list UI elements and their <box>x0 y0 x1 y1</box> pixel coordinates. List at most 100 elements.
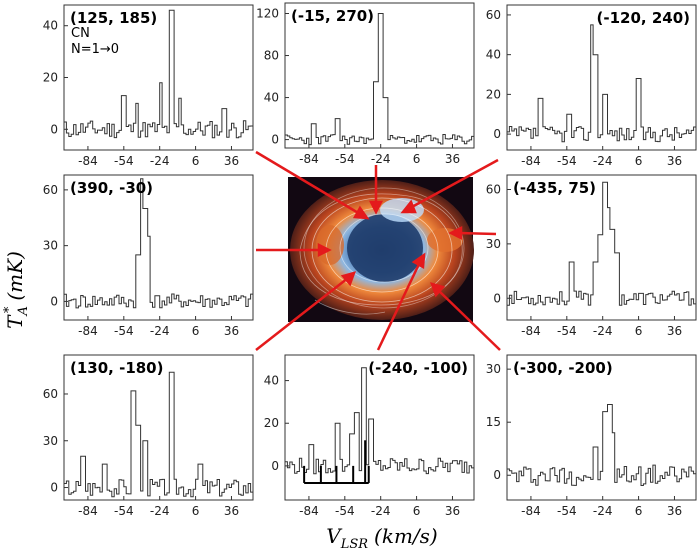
x-tick-label: 6 <box>413 152 421 166</box>
panel-p2: -84 -54 -24 6 36 0 40 80 120 (-15, 270) <box>256 2 475 166</box>
y-tick-label: 60 <box>486 183 501 197</box>
x-tick-label: -54 <box>114 504 134 518</box>
y-tick-label: 30 <box>43 239 58 253</box>
x-tick-label: 6 <box>413 504 421 518</box>
y-tick-label: 40 <box>43 19 58 33</box>
x-axis-title-sub: LSR <box>340 537 369 551</box>
svg-text:TA*(mK): TA* (mK) <box>2 251 31 329</box>
spectrum-line <box>285 13 474 146</box>
x-tick-label: 36 <box>667 154 682 168</box>
y-tick-label: 30 <box>486 362 501 376</box>
y-tick-label: 40 <box>264 91 279 105</box>
x-tick-label: 6 <box>635 324 643 338</box>
x-tick-label: -84 <box>78 154 98 168</box>
y-tick-label: 80 <box>264 49 279 63</box>
panel-p3: -84 -54 -24 6 36 0 20 40 60 (-120, 240) <box>486 4 697 168</box>
y-tick-label: 0 <box>493 468 501 482</box>
y-axis-title: TA* (mK) <box>2 251 31 329</box>
x-tick-label: -24 <box>150 504 170 518</box>
y-tick-label: 20 <box>486 87 501 101</box>
panel-title: (125, 185) <box>70 9 157 27</box>
x-tick-label: -24 <box>593 154 613 168</box>
panel-p1: -84 -54 -24 6 36 0 20 40 (125, 185) <box>43 4 254 168</box>
spectrum-line <box>507 404 696 486</box>
x-tick-label: -24 <box>593 504 613 518</box>
x-tick-label: -84 <box>78 504 98 518</box>
arrow-p1 <box>255 150 361 216</box>
x-tick-label: -54 <box>114 324 134 338</box>
x-tick-label: -54 <box>557 324 577 338</box>
molecule-label: CN <box>71 26 90 41</box>
panel-title: (-240, -100) <box>368 359 468 377</box>
y-axis-title-sub: A <box>16 306 31 316</box>
y-axis-title-main: T <box>3 314 27 329</box>
panel-frame <box>284 354 475 501</box>
spectrum-line <box>64 371 253 498</box>
x-axis-title: VLSR (km/s) <box>326 524 437 551</box>
x-tick-label: -24 <box>371 152 391 166</box>
x-tick-label: 36 <box>224 324 239 338</box>
y-tick-label: 40 <box>486 48 501 62</box>
y-tick-label: 60 <box>43 183 58 197</box>
arrow-p3 <box>409 158 499 210</box>
x-axis-title-main: V <box>326 524 343 548</box>
spectrum-line <box>285 367 474 475</box>
panel-title: (130, -180) <box>70 359 163 377</box>
y-tick-label: 0 <box>493 127 501 141</box>
arrowhead-p4 <box>317 242 332 258</box>
panel-title: (-435, 75) <box>513 179 596 197</box>
x-tick-label: -24 <box>593 324 613 338</box>
x-axis-title-unit: (km/s) <box>374 524 438 548</box>
panel-title: (-300, -200) <box>513 359 613 377</box>
x-tick-label: -84 <box>78 324 98 338</box>
x-tick-label: -24 <box>150 154 170 168</box>
panel-p7: -84 -54 -24 6 36 0 20 40 (-240, -100) <box>264 354 475 518</box>
spectrum-line <box>64 9 253 139</box>
arrow-p7 <box>376 261 422 351</box>
x-tick-label: -84 <box>299 504 319 518</box>
y-tick-label: 20 <box>264 416 279 430</box>
spectrum-panels: -84 -54 -24 6 36 0 20 40 (125, 185) -84 -54 -24 6 36 0… <box>43 2 697 518</box>
arrowhead-p6 <box>340 271 356 287</box>
x-tick-label: 36 <box>224 154 239 168</box>
transition-label: N=1→0 <box>71 42 119 57</box>
x-tick-label: -54 <box>114 154 134 168</box>
y-tick-label: 15 <box>486 415 501 429</box>
x-tick-label: 36 <box>445 504 460 518</box>
panel-frame <box>63 354 254 501</box>
arrow-p6 <box>255 277 349 351</box>
panel-title: (390, -30) <box>70 179 153 197</box>
arrowhead-p7 <box>411 252 426 270</box>
panel-p8: -84 -54 -24 6 36 0 15 30 (-300, -200) <box>486 354 697 518</box>
y-tick-label: 0 <box>493 291 501 305</box>
y-axis-title-sup: * <box>2 306 17 313</box>
y-tick-label: 0 <box>271 133 279 147</box>
x-tick-label: 36 <box>224 504 239 518</box>
y-tick-label: 30 <box>486 237 501 251</box>
x-tick-label: 36 <box>667 324 682 338</box>
x-tick-label: -54 <box>557 504 577 518</box>
x-tick-label: -24 <box>371 504 391 518</box>
arrowhead-p3 <box>400 199 417 214</box>
y-tick-label: 0 <box>50 294 58 308</box>
panel-title: (-15, 270) <box>291 7 374 25</box>
x-tick-label: 36 <box>667 504 682 518</box>
x-tick-label: -24 <box>150 324 170 338</box>
y-tick-label: 0 <box>50 481 58 495</box>
x-tick-label: 6 <box>192 504 200 518</box>
spectrum-line <box>507 24 696 143</box>
x-tick-label: 6 <box>192 154 200 168</box>
arrowhead-p1 <box>352 205 370 220</box>
x-tick-label: -84 <box>299 152 319 166</box>
y-tick-label: 20 <box>43 71 58 85</box>
y-tick-label: 30 <box>43 434 58 448</box>
arrow-p8 <box>437 289 501 351</box>
panel-title: (-120, 240) <box>597 9 690 27</box>
x-tick-label: 6 <box>635 504 643 518</box>
connector-arrows <box>255 150 501 351</box>
y-tick-label: 0 <box>50 122 58 136</box>
arrowhead-p2 <box>368 200 384 215</box>
panel-p5: -84 -54 -24 6 36 0 30 60 (-435, 75) <box>486 174 697 338</box>
x-tick-label: 6 <box>192 324 200 338</box>
x-tick-label: -54 <box>335 152 355 166</box>
